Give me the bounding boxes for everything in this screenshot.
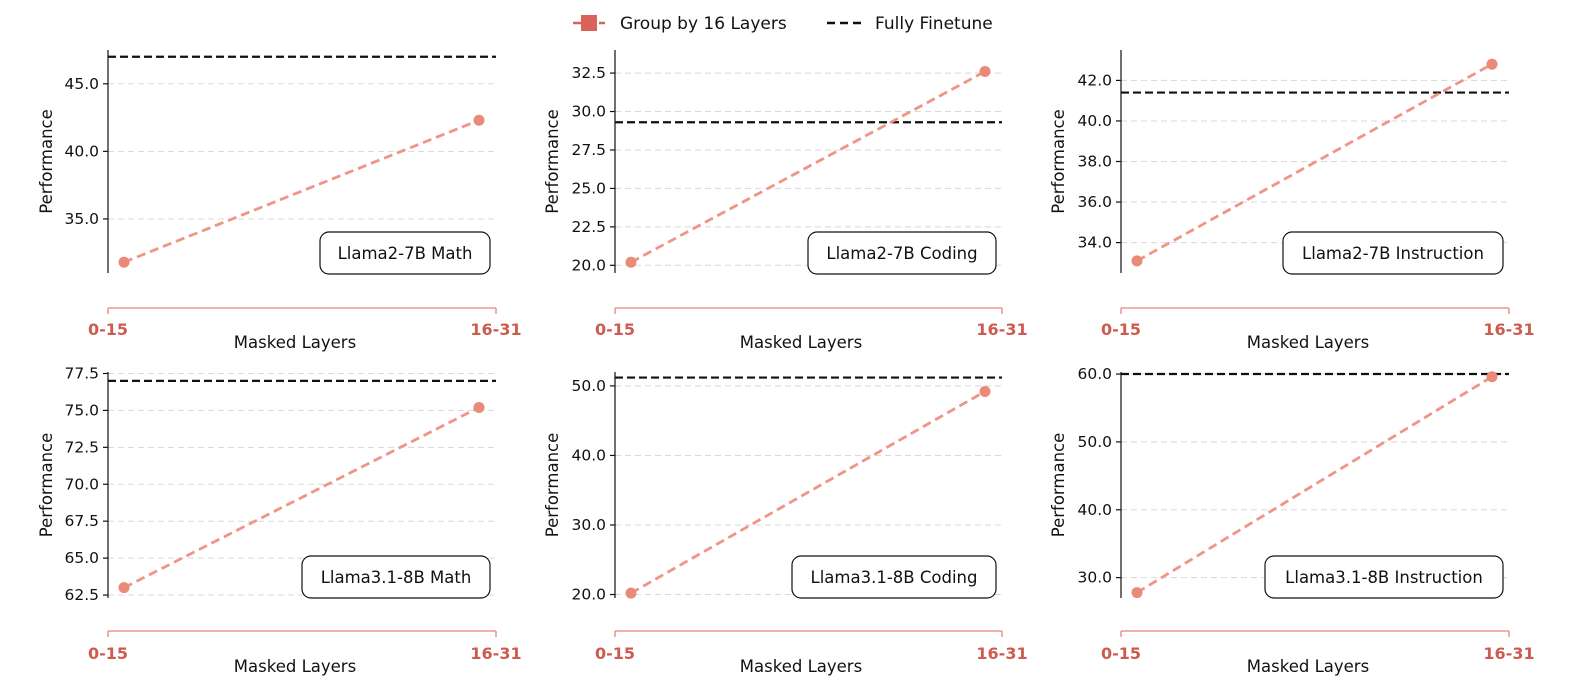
panel-2: 20.0 22.5 25.0 27.5 30.0 32.5 Performance Llama… [543, 50, 1028, 352]
y-tick-label: 30.0 [571, 103, 606, 121]
series-point [979, 385, 991, 397]
x-tick-label: 0-15 [595, 320, 635, 339]
annotation-label: Llama3.1-8B Instruction [1285, 568, 1483, 587]
panel-1: 35.0 40.0 45.0 Performance Llama2-7B Math 0-1… [37, 50, 522, 352]
y-tick-label: 40.0 [571, 446, 606, 464]
annotation-box [301, 555, 491, 599]
series-point [118, 582, 130, 594]
y-axis-label: Performance [1049, 109, 1068, 214]
y-tick-label: 32.5 [571, 64, 606, 82]
x-axis-label: Masked Layers [1247, 657, 1369, 676]
annotation-box [1282, 231, 1504, 275]
x-axis-label: Masked Layers [234, 657, 356, 676]
y-tick-label: 35.0 [64, 210, 99, 228]
y-tick-label: 65.0 [64, 549, 99, 567]
y-tick-label: 50.0 [1077, 433, 1112, 451]
series-point [625, 256, 637, 268]
y-axis-label: Performance [543, 433, 562, 538]
annotation-box [1264, 555, 1504, 599]
y-axis-label: Performance [37, 433, 56, 538]
y-tick-label: 20.0 [571, 256, 606, 274]
annotation-label: Llama2-7B Coding [826, 244, 977, 263]
y-tick-label: 75.0 [64, 401, 99, 419]
series-line [123, 118, 480, 264]
y-axis-label: Performance [1049, 433, 1068, 538]
x-axis-label: Masked Layers [234, 333, 356, 352]
panel-6: 30.0 40.0 50.0 60.0 Performance Llama3.1-8B I… [1049, 365, 1535, 676]
y-axis-label: Performance [37, 109, 56, 214]
y-axis-label: Performance [543, 109, 562, 214]
y-tick-label: 27.5 [571, 141, 606, 159]
x-axis-label: Masked Layers [740, 333, 862, 352]
x-tick-label: 16-31 [470, 644, 521, 663]
x-axis-label: Masked Layers [740, 657, 862, 676]
annotation-label: Llama3.1-8B Math [321, 568, 472, 587]
y-tick-label: 38.0 [1077, 153, 1112, 171]
y-tick-label: 62.5 [64, 586, 99, 604]
annotation-box [319, 231, 491, 275]
series-point [625, 587, 637, 599]
y-tick-label: 25.0 [571, 179, 606, 197]
series-point [1131, 587, 1143, 599]
annotation-box [791, 555, 997, 599]
series-point [1131, 255, 1143, 267]
series-line [630, 70, 986, 264]
legend-label-finetune: Fully Finetune [875, 14, 993, 34]
y-tick-label: 72.5 [64, 438, 99, 456]
y-tick-label: 34.0 [1077, 234, 1112, 252]
series-line [123, 406, 480, 589]
series-line [1136, 62, 1493, 263]
series-point [473, 114, 485, 126]
annotation-label: Llama2-7B Instruction [1302, 244, 1484, 263]
y-tick-label: 30.0 [571, 516, 606, 534]
series-point [979, 66, 991, 78]
x-tick-label: 16-31 [1483, 644, 1534, 663]
x-tick-label: 0-15 [1101, 644, 1141, 663]
x-tick-label: 16-31 [1483, 320, 1534, 339]
panel-4: 62.5 65.0 67.5 70.0 72.5 75.0 77.5 Performance L… [37, 364, 522, 676]
series-line [630, 390, 986, 595]
y-tick-label: 40.0 [1077, 112, 1112, 130]
panel-5: 20.0 30.0 40.0 50.0 Performance Llama3.1-8B C… [543, 372, 1028, 676]
y-tick-label: 30.0 [1077, 569, 1112, 587]
x-tick-label: 0-15 [88, 320, 128, 339]
x-axis-label: Masked Layers [1247, 333, 1369, 352]
chart-panels: 35.0 40.0 45.0 Performance Llama2-7B Math 0-1… [37, 50, 1535, 676]
x-tick-label: 16-31 [976, 320, 1027, 339]
legend-label-group: Group by 16 Layers [620, 14, 787, 34]
series-point [473, 401, 485, 413]
y-tick-label: 67.5 [64, 512, 99, 530]
legend: Group by 16 Layers Fully Finetune [573, 14, 993, 34]
legend-marker-group [581, 15, 597, 31]
x-tick-label: 0-15 [1101, 320, 1141, 339]
x-tick-label: 16-31 [976, 644, 1027, 663]
panel-3: 34.0 36.0 38.0 40.0 42.0 Performance Llama2-7B… [1049, 50, 1535, 352]
y-tick-label: 20.0 [571, 586, 606, 604]
y-tick-label: 60.0 [1077, 365, 1112, 383]
series-point [1486, 371, 1498, 383]
y-tick-label: 45.0 [64, 75, 99, 93]
y-tick-label: 40.0 [1077, 501, 1112, 519]
x-tick-label: 0-15 [88, 644, 128, 663]
x-tick-label: 16-31 [470, 320, 521, 339]
series-point [1486, 58, 1498, 70]
y-tick-label: 42.0 [1077, 71, 1112, 89]
x-tick-label: 0-15 [595, 644, 635, 663]
y-tick-label: 36.0 [1077, 193, 1112, 211]
y-tick-label: 70.0 [64, 475, 99, 493]
y-tick-label: 40.0 [64, 142, 99, 160]
series-point [118, 256, 130, 268]
y-tick-label: 22.5 [571, 218, 606, 236]
y-tick-label: 77.5 [64, 364, 99, 382]
annotation-box [807, 231, 997, 275]
annotation-label: Llama3.1-8B Coding [811, 568, 978, 587]
y-tick-label: 50.0 [571, 377, 606, 395]
annotation-label: Llama2-7B Math [338, 244, 473, 263]
